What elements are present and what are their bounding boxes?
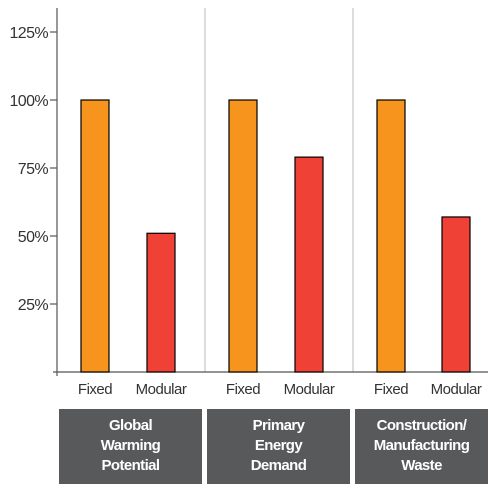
group-label-line: Primary bbox=[253, 417, 306, 434]
group-label-line: Warming bbox=[101, 437, 161, 454]
y-tick-label: 50% bbox=[18, 229, 49, 246]
group-label-line: Demand bbox=[251, 457, 307, 474]
x-category-label: Fixed bbox=[78, 381, 112, 398]
bar-modular bbox=[147, 233, 175, 372]
group-label-line: Potential bbox=[102, 457, 160, 474]
x-category-label: Modular bbox=[136, 381, 187, 398]
bar-fixed bbox=[81, 100, 109, 372]
group-label-line: Waste bbox=[401, 457, 442, 474]
group-label-line: Construction/ bbox=[377, 417, 468, 434]
group-label-line: Energy bbox=[255, 437, 304, 454]
x-category-label: Modular bbox=[431, 381, 482, 398]
x-category-label: Fixed bbox=[374, 381, 408, 398]
bar-modular bbox=[442, 217, 470, 372]
x-category-label: Modular bbox=[284, 381, 335, 398]
bar-modular bbox=[295, 157, 323, 372]
y-tick-label: 125% bbox=[9, 25, 48, 42]
group-label-line: Manufacturing bbox=[374, 437, 470, 454]
group-label-line: Global bbox=[109, 417, 153, 434]
bar-fixed bbox=[377, 100, 405, 372]
y-tick-label: 100% bbox=[9, 93, 48, 110]
y-tick-label: 75% bbox=[18, 161, 49, 178]
bar-fixed bbox=[229, 100, 257, 372]
x-category-label: Fixed bbox=[226, 381, 260, 398]
y-tick-label: 25% bbox=[18, 297, 49, 314]
